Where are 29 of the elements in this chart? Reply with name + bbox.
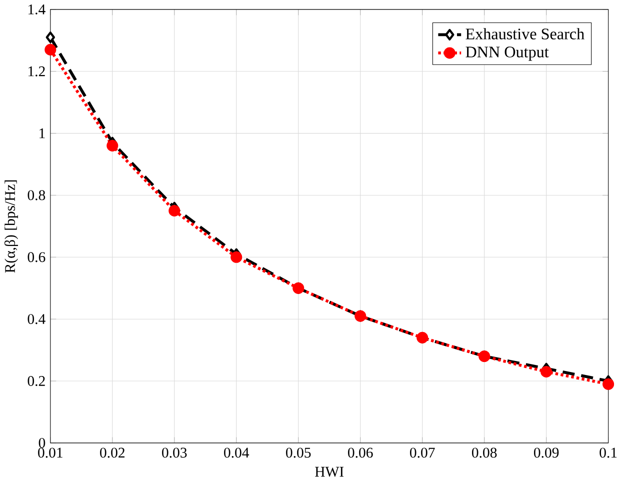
x-tick-label: 0.08	[472, 448, 497, 458]
point	[168, 204, 180, 216]
x-tick-label: 0.01	[38, 448, 62, 458]
point	[46, 31, 55, 43]
y-tick-label: 0	[38, 438, 46, 448]
x-tick-label: 0.09	[534, 448, 559, 458]
y-tick-label: 0.8	[28, 190, 46, 200]
x-tick-label: 0.06	[348, 448, 373, 458]
x-tick-label: 0.02	[100, 448, 124, 458]
legend-label: DNN Output	[466, 46, 549, 61]
y-tick-label: 0.6	[28, 252, 46, 262]
x-axis-title: HWI	[315, 466, 344, 477]
x-tick-label: 0.03	[162, 448, 187, 458]
y-tick-label: 0.4	[28, 314, 46, 324]
point	[44, 44, 56, 56]
point	[602, 378, 614, 390]
y-tick-label: 0.2	[28, 376, 45, 386]
point	[230, 251, 242, 263]
x-tick-label: 0.1	[600, 448, 617, 458]
x-tick-label: 0.04	[224, 448, 250, 458]
point	[106, 140, 118, 152]
legend-label: Exhaustive Search	[466, 28, 584, 40]
y-tick-label: 1.2	[28, 66, 45, 76]
y-tick-label: 1.4	[28, 4, 46, 14]
point	[540, 366, 552, 378]
y-axis-title: R(α,β) [bps/Hz]	[4, 180, 18, 273]
x-tick-label: 0.05	[286, 448, 311, 458]
y-tick-label: 1	[40, 128, 45, 138]
x-tick-label: 0.07	[410, 448, 435, 458]
